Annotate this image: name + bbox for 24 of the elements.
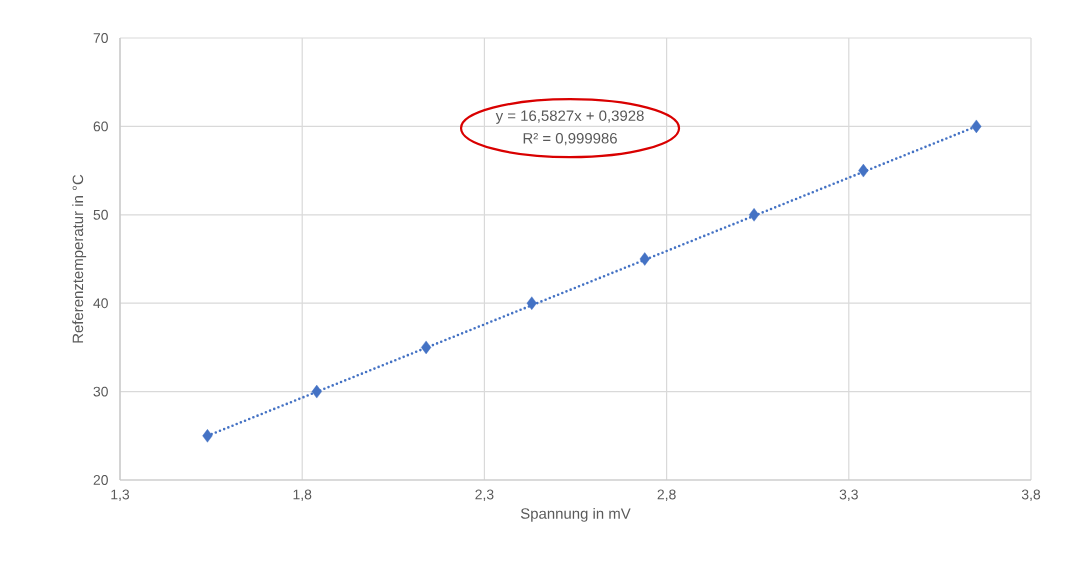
y-tick-label: 50 <box>93 209 108 220</box>
x-tick-label: 2,8 <box>657 489 676 502</box>
point <box>971 119 982 134</box>
y-axis-title: Referenztemperatur in °C <box>72 174 87 343</box>
y-tick-label: 70 <box>93 33 108 43</box>
annotation: y = 16,5827x + 0,3928 <box>495 110 644 124</box>
y-tick-label: 40 <box>93 298 108 309</box>
point <box>858 163 869 178</box>
x-axis-title: Spannung in mV <box>520 507 631 522</box>
point <box>421 340 432 355</box>
y-tick-label: 30 <box>93 386 108 397</box>
annotation: R² = 0,999986 <box>523 132 617 146</box>
x-tick-label: 3,3 <box>839 489 858 502</box>
y-tick-label: 20 <box>93 475 108 485</box>
x-tick-label: 1,8 <box>293 489 312 502</box>
point <box>748 208 760 222</box>
point <box>526 296 537 310</box>
x-tick-label: 3,8 <box>1021 489 1041 502</box>
x-tick-label: 2,3 <box>475 489 494 502</box>
point <box>311 384 322 399</box>
point <box>202 429 213 443</box>
y-tick-label: 60 <box>93 121 108 132</box>
x-tick-label: 1,3 <box>111 489 130 502</box>
point <box>639 252 650 266</box>
